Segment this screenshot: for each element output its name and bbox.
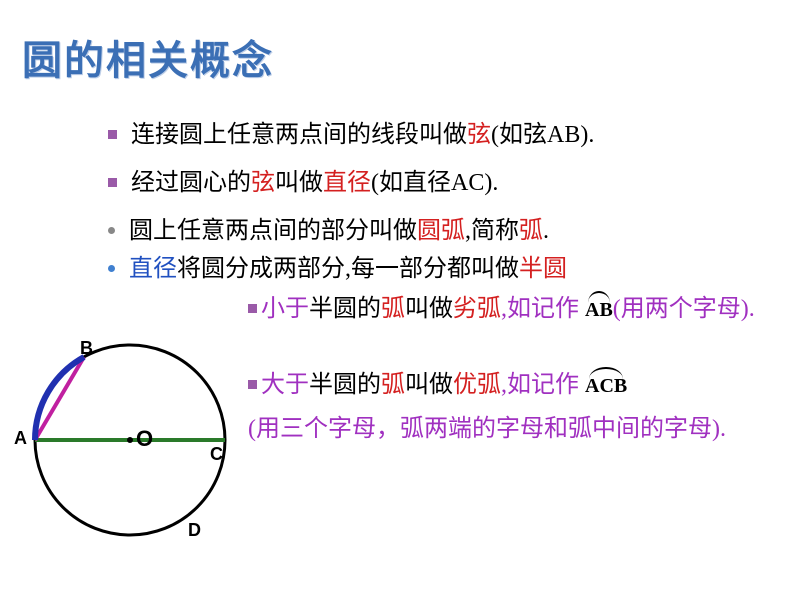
label-b: B: [80, 338, 93, 359]
bullet-2: 经过圆心的弦叫做直径(如直径AC).: [108, 168, 498, 199]
circle-diagram: A B C D O: [8, 340, 238, 570]
bullet-1: 连接圆上任意两点间的线段叫做弦(如弦AB).: [108, 120, 594, 151]
bullet-4: 直径将圆分成两部分,每一部分都叫做半圆: [108, 254, 567, 285]
bullet-marker: [108, 178, 117, 187]
label-a: A: [14, 428, 27, 449]
bullet-marker: [108, 130, 117, 139]
bullet-7: (用三个字母，弧两端的字母和弧中间的字母).: [248, 414, 788, 445]
bullet-marker: [248, 380, 257, 389]
diagram-svg: [8, 340, 238, 570]
label-o: O: [136, 426, 153, 452]
center-dot: [127, 437, 133, 443]
text: 连接圆上任意两点间的线段叫做弦(如弦AB).: [131, 122, 594, 148]
bullet-6: 大于半圆的弧叫做优弧,如记作 ACB: [248, 370, 788, 401]
text: 大于半圆的弧叫做优弧,如记作 ACB: [261, 372, 627, 398]
text: 圆上任意两点间的部分叫做圆弧,简称弧.: [129, 218, 549, 244]
text: (用三个字母，弧两端的字母和弧中间的字母).: [248, 416, 726, 442]
label-d: D: [188, 520, 201, 541]
text: 经过圆心的弦叫做直径(如直径AC).: [131, 170, 498, 196]
arc-ab-label: AB: [585, 297, 613, 323]
bullet-5: 小于半圆的弧叫做劣弧,如记作 AB(用两个字母).: [248, 294, 778, 325]
bullet-marker: [248, 304, 257, 313]
bullet-marker: [108, 227, 115, 234]
page-title: 圆的相关概念: [22, 28, 274, 86]
text: 小于半圆的弧叫做劣弧,如记作 AB(用两个字母).: [261, 296, 755, 322]
bullet-marker: [108, 265, 115, 272]
label-c: C: [210, 444, 223, 465]
arc-acb-label: ACB: [585, 373, 627, 399]
bullet-3: 圆上任意两点间的部分叫做圆弧,简称弧.: [108, 216, 549, 247]
text: 直径将圆分成两部分,每一部分都叫做半圆: [129, 256, 567, 282]
